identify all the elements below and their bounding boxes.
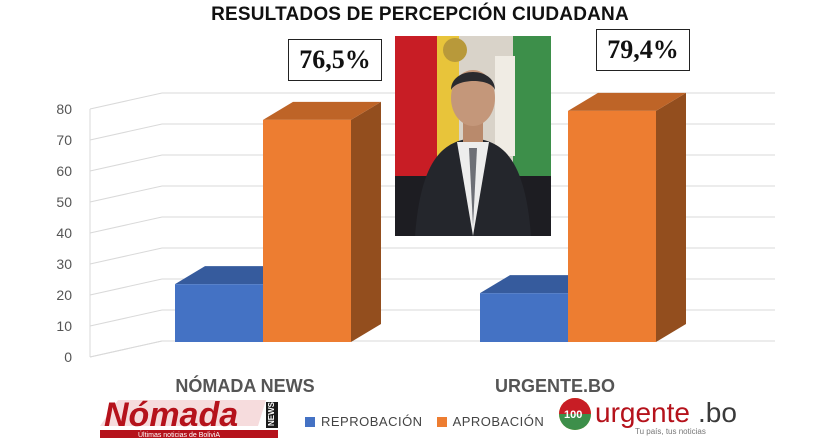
svg-text:Tu país, tus noticias: Tu país, tus noticias bbox=[635, 427, 706, 436]
bar-aprobacion-1 bbox=[568, 110, 656, 342]
svg-text:NEWS: NEWS bbox=[267, 401, 276, 426]
svg-text:Nómada: Nómada bbox=[104, 396, 238, 434]
gridline bbox=[89, 340, 775, 358]
y-tick-label: 10 bbox=[56, 318, 72, 334]
category-label-urgente: URGENTE.BO bbox=[494, 376, 615, 396]
legend-label-aprobacion: APROBACIÓN bbox=[452, 414, 545, 429]
callout-aprobacion-urgente: 79,4% bbox=[596, 29, 690, 71]
y-tick-label: 80 bbox=[56, 101, 72, 117]
bar-side-aprobacion-1 bbox=[656, 92, 686, 342]
callout-aprobacion-nomada: 76,5% bbox=[288, 39, 382, 81]
chart-title: RESULTADOS DE PERCEPCIÓN CIUDADANA bbox=[211, 4, 629, 25]
y-tick-label: 0 bbox=[64, 349, 72, 365]
legend-item-reprobacion: REPROBACIÓN bbox=[305, 414, 423, 429]
svg-text:urgente: urgente bbox=[595, 397, 690, 428]
y-tick-label: 70 bbox=[56, 132, 72, 148]
bar-top-aprobacion-0 bbox=[263, 101, 381, 120]
legend-swatch-reprobacion bbox=[305, 416, 315, 427]
category-label-nomada: NÓMADA NEWS bbox=[175, 376, 315, 396]
svg-text:.bo: .bo bbox=[698, 397, 737, 428]
bar-reprobacion-0 bbox=[175, 284, 263, 342]
svg-text:100: 100 bbox=[564, 409, 582, 421]
bar-aprobacion-0 bbox=[263, 119, 351, 342]
bar-reprobacion-1 bbox=[480, 293, 568, 342]
nomada-news-logo: Nómada NEWS Últimas noticias de BoliviA bbox=[98, 396, 288, 440]
bar-top-aprobacion-1 bbox=[568, 92, 686, 111]
bar-side-aprobacion-0 bbox=[351, 101, 381, 342]
legend-item-aprobacion: APROBACIÓN bbox=[436, 414, 545, 429]
legend-swatch-aprobacion bbox=[436, 416, 447, 427]
y-tick-label: 30 bbox=[56, 256, 72, 272]
urgente-bo-logo: 100 urgente .bo Tu país, tus noticias bbox=[555, 392, 745, 438]
gridline bbox=[89, 92, 775, 110]
portrait-photo bbox=[395, 36, 551, 236]
y-tick-label: 40 bbox=[56, 225, 72, 241]
y-tick-label: 50 bbox=[56, 194, 72, 210]
chart-legend: REPROBACIÓN APROBACIÓN bbox=[305, 414, 544, 429]
y-tick-label: 60 bbox=[56, 163, 72, 179]
legend-label-reprobacion: REPROBACIÓN bbox=[321, 414, 423, 429]
y-tick-label: 20 bbox=[56, 287, 72, 303]
svg-text:Últimas noticias de BoliviA: Últimas noticias de BoliviA bbox=[138, 430, 220, 439]
